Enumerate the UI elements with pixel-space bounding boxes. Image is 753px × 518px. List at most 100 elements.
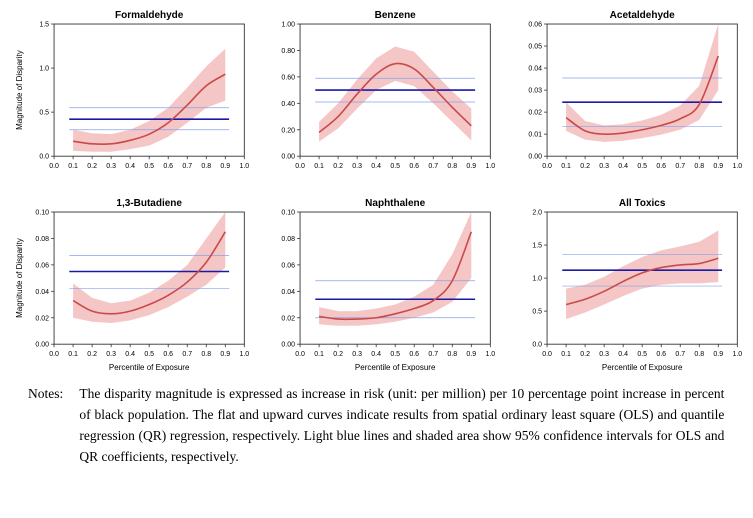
svg-text:1.00: 1.00 (282, 22, 296, 29)
svg-text:Acetaldehyde: Acetaldehyde (609, 10, 674, 21)
svg-text:0.01: 0.01 (528, 132, 542, 139)
panel-acetaldehyde: 0.00.10.20.30.40.50.60.70.80.91.00.000.0… (503, 6, 743, 188)
figure-caption: Notes: The disparity magnitude is expres… (0, 376, 753, 468)
svg-text:0.5: 0.5 (532, 309, 542, 316)
svg-text:0.5: 0.5 (391, 163, 401, 170)
svg-text:0.06: 0.06 (528, 22, 542, 29)
caption-body: The disparity magnitude is expressed as … (79, 384, 724, 468)
svg-text:0.7: 0.7 (429, 163, 439, 170)
svg-text:0.0: 0.0 (296, 163, 306, 170)
svg-text:0.0: 0.0 (49, 351, 59, 358)
svg-text:Naphthalene: Naphthalene (366, 198, 426, 209)
svg-text:0.5: 0.5 (637, 351, 647, 358)
svg-text:0.08: 0.08 (35, 236, 49, 243)
svg-text:0.80: 0.80 (282, 48, 296, 55)
svg-text:1.0: 1.0 (239, 163, 249, 170)
svg-text:0.6: 0.6 (410, 351, 420, 358)
panel-svg: 0.00.10.20.30.40.50.60.70.80.91.00.000.2… (256, 6, 496, 188)
panel-svg: 0.00.10.20.30.40.50.60.70.80.91.00.000.0… (256, 194, 496, 376)
svg-text:0.8: 0.8 (694, 163, 704, 170)
svg-text:1.0: 1.0 (239, 351, 249, 358)
svg-text:0.03: 0.03 (528, 88, 542, 95)
svg-text:1.0: 1.0 (732, 351, 742, 358)
svg-text:0.4: 0.4 (125, 163, 135, 170)
svg-text:0.6: 0.6 (163, 163, 173, 170)
svg-text:0.5: 0.5 (637, 163, 647, 170)
svg-text:0.00: 0.00 (528, 154, 542, 161)
svg-text:0.06: 0.06 (282, 263, 296, 270)
svg-text:0.0: 0.0 (39, 154, 49, 161)
svg-text:1.0: 1.0 (486, 163, 496, 170)
svg-text:0.5: 0.5 (144, 351, 154, 358)
svg-text:0.4: 0.4 (372, 163, 382, 170)
svg-text:0.02: 0.02 (282, 315, 296, 322)
svg-text:1.0: 1.0 (39, 66, 49, 73)
svg-text:0.08: 0.08 (282, 236, 296, 243)
svg-text:0.06: 0.06 (35, 263, 49, 270)
svg-text:0.5: 0.5 (391, 351, 401, 358)
svg-text:0.04: 0.04 (528, 66, 542, 73)
svg-text:0.7: 0.7 (675, 351, 685, 358)
svg-text:0.4: 0.4 (618, 351, 628, 358)
svg-text:0.6: 0.6 (163, 351, 173, 358)
svg-text:0.3: 0.3 (353, 163, 363, 170)
svg-text:0.0: 0.0 (296, 351, 306, 358)
svg-text:1.0: 1.0 (532, 276, 542, 283)
svg-text:0.2: 0.2 (87, 163, 97, 170)
svg-text:0.0: 0.0 (542, 351, 552, 358)
svg-text:0.3: 0.3 (353, 351, 363, 358)
svg-text:0.0: 0.0 (532, 342, 542, 349)
svg-text:0.00: 0.00 (35, 342, 49, 349)
svg-text:0.3: 0.3 (106, 351, 116, 358)
svg-text:0.00: 0.00 (282, 154, 296, 161)
svg-text:0.8: 0.8 (448, 163, 458, 170)
svg-text:0.02: 0.02 (528, 110, 542, 117)
svg-text:0.8: 0.8 (694, 351, 704, 358)
svg-text:0.9: 0.9 (220, 163, 230, 170)
caption-notes-label: Notes: (28, 384, 76, 405)
svg-text:Percentile of Exposure: Percentile of Exposure (109, 363, 190, 372)
svg-text:0.6: 0.6 (656, 351, 666, 358)
svg-text:0.0: 0.0 (49, 163, 59, 170)
svg-text:0.10: 0.10 (282, 210, 296, 217)
svg-text:0.8: 0.8 (201, 351, 211, 358)
svg-text:0.2: 0.2 (87, 351, 97, 358)
chart-grid: 0.0 0.1 0.2 0.3 0.4 0.5 0.6 0.7 0.8 0.9 1.0 0.0 0.5 1… (0, 0, 753, 376)
svg-text:0.1: 0.1 (315, 351, 325, 358)
svg-text:0.40: 0.40 (282, 101, 296, 108)
svg-text:Formaldehyde: Formaldehyde (115, 10, 184, 21)
svg-text:0.60: 0.60 (282, 74, 296, 81)
svg-text:Benzene: Benzene (375, 10, 417, 21)
svg-text:0.04: 0.04 (35, 289, 49, 296)
panel-naphthalene: 0.00.10.20.30.40.50.60.70.80.91.00.000.0… (256, 194, 496, 376)
svg-text:All Toxics: All Toxics (619, 198, 666, 209)
svg-text:Magnitude of Disparity: Magnitude of Disparity (15, 50, 24, 130)
panel-svg: 0.00.10.20.30.40.50.60.70.80.91.00.00.51… (10, 6, 250, 188)
svg-text:0.20: 0.20 (282, 127, 296, 134)
svg-text:0.8: 0.8 (448, 351, 458, 358)
svg-text:0.7: 0.7 (182, 351, 192, 358)
svg-text:0.8: 0.8 (201, 163, 211, 170)
svg-text:0.7: 0.7 (675, 163, 685, 170)
svg-text:0.00: 0.00 (282, 342, 296, 349)
svg-text:1.5: 1.5 (532, 243, 542, 250)
svg-text:1.5: 1.5 (39, 22, 49, 29)
svg-text:0.7: 0.7 (182, 163, 192, 170)
svg-text:0.3: 0.3 (106, 163, 116, 170)
svg-text:0.1: 0.1 (68, 163, 78, 170)
svg-text:0.5: 0.5 (39, 110, 49, 117)
panel-svg: 0.00.10.20.30.40.50.60.70.80.91.00.00.51… (503, 194, 743, 376)
svg-text:0.9: 0.9 (467, 351, 477, 358)
svg-text:0.1: 0.1 (561, 351, 571, 358)
svg-text:0.2: 0.2 (580, 163, 590, 170)
svg-text:0.04: 0.04 (282, 289, 296, 296)
svg-text:0.9: 0.9 (713, 351, 723, 358)
svg-text:Percentile of Exposure: Percentile of Exposure (602, 363, 683, 372)
svg-text:0.0: 0.0 (542, 163, 552, 170)
svg-text:0.1: 0.1 (561, 163, 571, 170)
panel-alltoxics: 0.00.10.20.30.40.50.60.70.80.91.00.00.51… (503, 194, 743, 376)
svg-text:0.10: 0.10 (35, 210, 49, 217)
svg-text:2.0: 2.0 (532, 210, 542, 217)
svg-text:1.0: 1.0 (486, 351, 496, 358)
svg-text:0.2: 0.2 (334, 163, 344, 170)
